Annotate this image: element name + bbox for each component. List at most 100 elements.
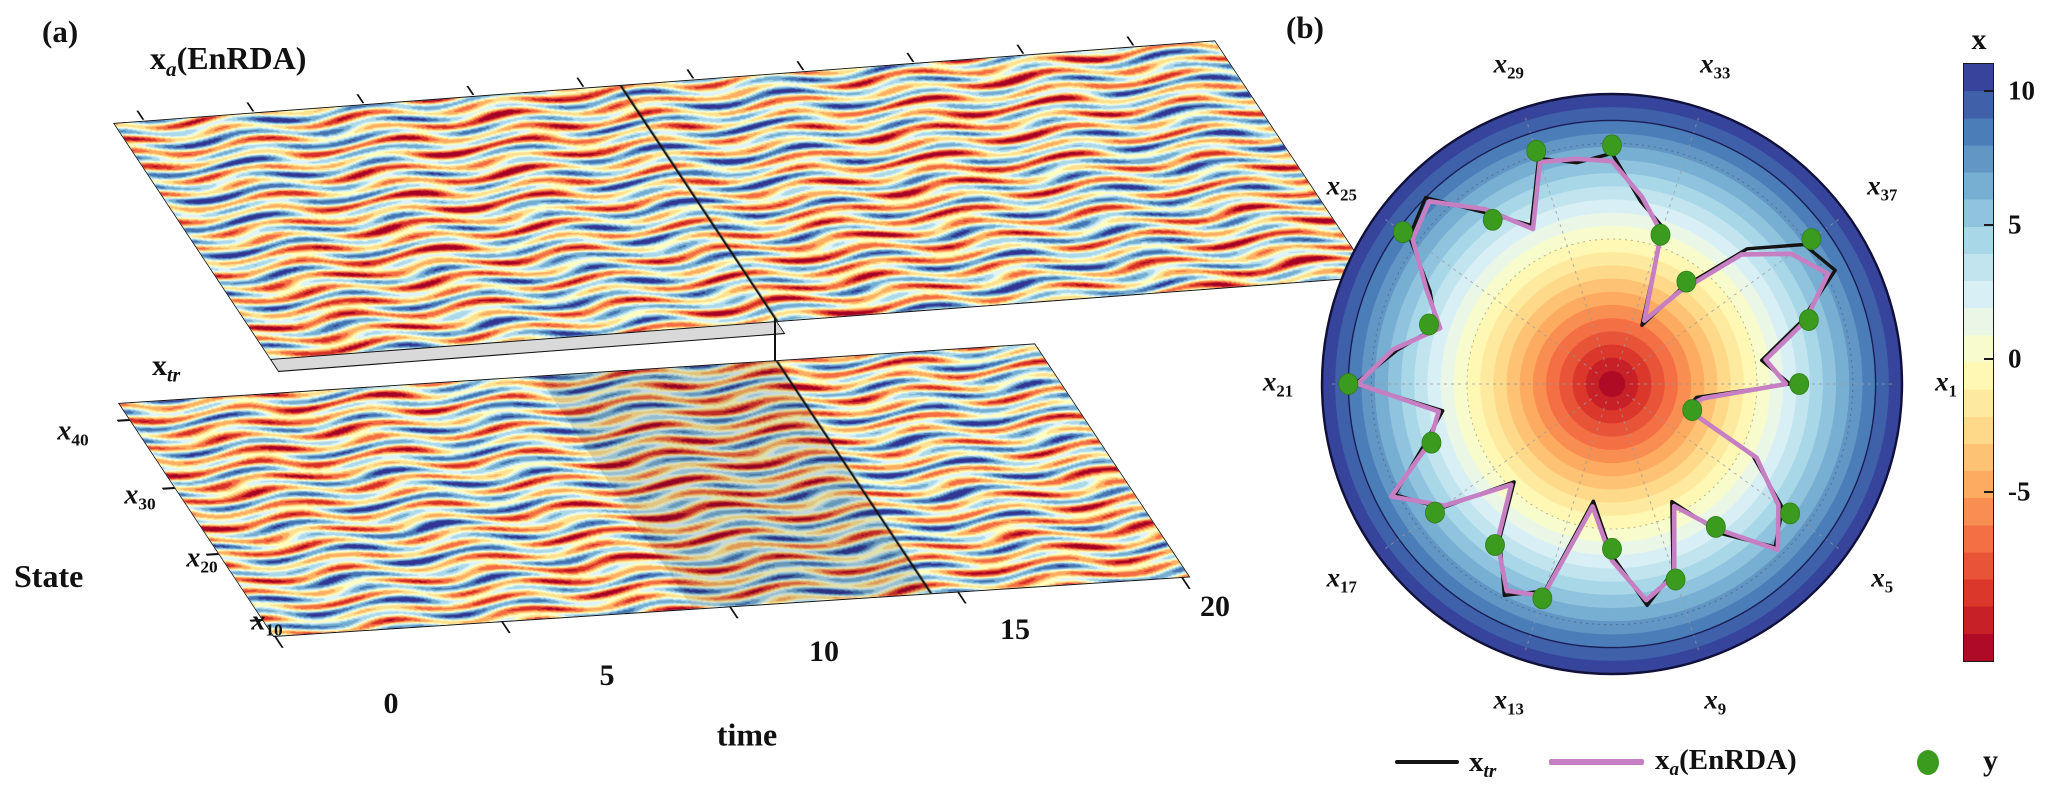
- observation-dot: [1526, 139, 1547, 162]
- legend-label-post: (EnRDA): [1679, 744, 1797, 776]
- spoke-gridline: [1617, 400, 1700, 652]
- polar-state-plot: [1320, 92, 1904, 676]
- observation-dot: [1485, 534, 1505, 556]
- bottom-label-base: x: [152, 349, 167, 382]
- legend-analysis-label: xa(EnRDA): [1655, 744, 1797, 781]
- observation-dot: [1665, 568, 1686, 591]
- outer-border-ring: [1320, 92, 1904, 676]
- observation-dot: [1650, 223, 1671, 246]
- observation-dot: [1425, 501, 1445, 524]
- state-tick-x30: [161, 487, 176, 490]
- top-label-sub: a: [166, 56, 177, 81]
- far-edge-tick: [686, 69, 695, 79]
- state-tick-label-x10: x10: [251, 605, 282, 640]
- observation-dot: [1780, 502, 1800, 525]
- polar-angle-label-x21: x21: [1262, 366, 1294, 401]
- observation-dot: [1602, 134, 1622, 157]
- state-tick-x40: [116, 419, 130, 422]
- value-ring: [1598, 370, 1626, 398]
- panel-a-tag: (a): [42, 14, 79, 49]
- tick-base: x: [251, 605, 266, 637]
- truth-heatmap: [118, 343, 1191, 637]
- legend-label-sub: a: [1669, 759, 1680, 781]
- legend-label-sub: tr: [1483, 761, 1497, 783]
- observation-dot: [1393, 221, 1413, 244]
- observation-dot: [1532, 587, 1553, 610]
- legend-label-base: x: [1655, 744, 1670, 776]
- colorbar-tickmark: [1984, 90, 1993, 93]
- tick-base: x: [124, 479, 139, 511]
- spoke-gridline: [1617, 116, 1700, 368]
- radial-grid-ring: [1370, 142, 1854, 626]
- observation-dot: [1798, 309, 1819, 331]
- time-tick-label-10: 10: [809, 635, 839, 668]
- state-tick-label-x30: x30: [124, 479, 155, 514]
- observation-dot: [1682, 399, 1703, 421]
- polar-angle-label-x17: x17: [1326, 562, 1357, 597]
- far-edge-tick: [1016, 44, 1025, 54]
- polar-angle-label-x25: x25: [1326, 170, 1357, 205]
- top-label-post: (EnRDA): [176, 40, 307, 76]
- far-edge-tick: [796, 61, 805, 71]
- time-axis-title: time: [716, 716, 778, 753]
- polar-angle-label-x5: x5: [1871, 562, 1894, 597]
- colorbar-tickmark: [1984, 357, 1993, 360]
- truth-surface: [116, 343, 1191, 648]
- bottom-label-sub: tr: [167, 364, 181, 387]
- legend-observation-dot-swatch: [1917, 750, 1939, 775]
- colorbar-tickmark: [1984, 491, 1993, 494]
- colorbar-tickmark: [1984, 224, 1993, 227]
- polar-angle-label-x1: x1: [1935, 366, 1957, 401]
- time-tick-label-15: 15: [1000, 613, 1030, 646]
- polar-angle-label-x13: x13: [1493, 684, 1524, 719]
- observation-dot: [1789, 373, 1810, 395]
- observation-dot: [1676, 270, 1697, 293]
- observation-dot: [1338, 373, 1359, 395]
- legend-truth-line-swatch: [1395, 760, 1459, 764]
- legend-observation-label: y: [1983, 744, 1998, 778]
- polar-angle-label-x33: x33: [1700, 48, 1731, 83]
- far-edge-tick: [906, 52, 915, 62]
- state-axis-title: State: [14, 558, 84, 594]
- far-edge-tick: [576, 77, 585, 87]
- panel-a-bottom-surface-label: xtr: [152, 349, 180, 387]
- colorbar-tick-label: 5: [2008, 209, 2022, 240]
- colorbar: [1963, 63, 1994, 662]
- tick-base: x: [186, 542, 201, 574]
- state-tick-label-x40: x40: [57, 415, 88, 450]
- polar-angle-label-x29: x29: [1493, 48, 1524, 83]
- far-edge-tick: [1126, 36, 1135, 46]
- legend-truth-label: xtr: [1469, 746, 1496, 783]
- observation-dot: [1705, 516, 1726, 538]
- legend-analysis-line-swatch: [1549, 759, 1644, 765]
- state-tick-label-x20: x20: [186, 542, 217, 577]
- polar-angle-label-x9: x9: [1704, 684, 1727, 719]
- panel-b-tag: (b): [1286, 10, 1324, 45]
- observation-dot: [1482, 208, 1503, 231]
- spoke-gridline: [1384, 218, 1598, 374]
- time-tick-label-5: 5: [599, 659, 615, 692]
- spoke-gridline: [1524, 400, 1607, 652]
- far-edge-tick: [136, 110, 145, 120]
- observation-dot: [1602, 537, 1622, 560]
- top-label-base: x: [150, 40, 166, 76]
- time-tick-20: [1180, 576, 1191, 589]
- far-edge-tick: [356, 94, 365, 104]
- polar-angle-label-x37: x37: [1867, 170, 1898, 205]
- colorbar-title: x: [1971, 23, 1987, 56]
- analysis-surface: [113, 36, 1373, 372]
- analysis-heatmap: [113, 40, 1373, 360]
- tick-sub: 40: [71, 430, 89, 450]
- time-tick-5: [500, 621, 511, 634]
- far-edge-tick: [466, 85, 475, 95]
- time-tick-label-20: 20: [1200, 590, 1230, 623]
- tick-sub: 10: [265, 620, 283, 640]
- legend-label-base: x: [1469, 746, 1484, 778]
- time-tick-15: [956, 591, 967, 604]
- spoke-gridline: [1384, 394, 1598, 550]
- time-tick-10: [728, 606, 739, 619]
- colorbar-tick-label: 10: [2008, 75, 2035, 106]
- panel-a-top-surface-label: xa(EnRDA): [150, 40, 306, 82]
- observation-dot: [1421, 431, 1442, 454]
